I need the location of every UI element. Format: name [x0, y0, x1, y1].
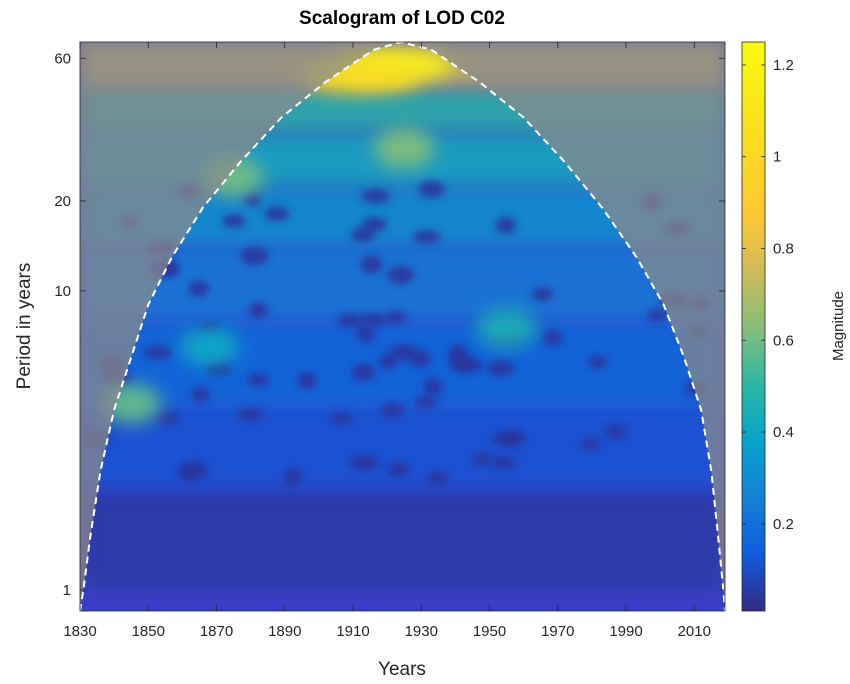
magnitude-minimum [188, 280, 210, 297]
colorbar-ticks: 0.2 0.4 0.6 0.8 1 1.2 [742, 57, 794, 533]
magnitude-minimum [418, 180, 445, 198]
x-tick-label: 1990 [609, 623, 642, 640]
magnitude-minimum [412, 230, 441, 244]
x-tick-label: 1850 [132, 623, 165, 640]
magnitude-minimum [143, 345, 173, 360]
x-tick-label: 1930 [405, 623, 438, 640]
chart-title: Scalogram of LOD C02 [299, 8, 505, 29]
magnitude-minimum [361, 217, 387, 232]
magnitude-minimum [359, 313, 389, 327]
x-tick-label: 1970 [541, 623, 574, 640]
y-tick-label: 10 [54, 283, 71, 300]
magnitude-minimum [491, 432, 519, 446]
colorbar-tick-label: 0.4 [773, 424, 794, 441]
magnitude-minimum [156, 412, 180, 425]
magnitude-feature [179, 326, 240, 367]
magnitude-minimum [179, 468, 199, 481]
magnitude-minimum [222, 214, 246, 228]
y-tick-label: 60 [54, 50, 71, 67]
colorbar: 0.2 0.4 0.6 0.8 1 1.2 Magnitude [741, 41, 847, 612]
magnitude-feature [476, 308, 537, 349]
magnitude-band [80, 487, 725, 590]
x-tick-label: 1830 [63, 623, 96, 640]
magnitude-minimum [471, 453, 494, 466]
magnitude-minimum [426, 470, 449, 486]
y-tick-label: 20 [54, 193, 71, 210]
magnitude-minimum [387, 462, 410, 478]
colorbar-tick-label: 0.2 [773, 516, 794, 533]
x-tick-label: 1910 [336, 623, 369, 640]
magnitude-minimum [191, 386, 210, 403]
magnitude-minimum [492, 455, 517, 470]
magnitude-band [80, 319, 725, 410]
magnitude-minimum [542, 330, 563, 347]
y-tick-label: 1 [63, 582, 71, 599]
x-tick-label: 1950 [473, 623, 506, 640]
magnitude-minimum [360, 255, 383, 274]
magnitude-minimum [487, 359, 515, 377]
magnitude-minimum [264, 206, 290, 222]
outside-cone-shading [80, 42, 725, 611]
colorbar-tick-label: 0.6 [773, 332, 794, 349]
outside-cone-region [80, 42, 725, 611]
x-tick-label: 1870 [200, 623, 233, 640]
y-axis-ticks: 1 10 20 60 [54, 50, 725, 599]
magnitude-minimum [351, 363, 376, 382]
y-axis-label: Period in years [14, 263, 35, 390]
colorbar-tick-label: 0.8 [773, 240, 794, 257]
magnitude-minimum [297, 371, 317, 390]
plot-frame [79, 41, 726, 612]
magnitude-minimum [248, 302, 269, 319]
magnitude-minimum [579, 438, 600, 451]
magnitude-minimum [247, 373, 270, 387]
magnitude-minimum [337, 313, 364, 328]
magnitude-feature [374, 128, 435, 169]
magnitude-minimum [448, 344, 468, 363]
magnitude-minimum [356, 325, 376, 343]
magnitude-minimum [386, 310, 407, 325]
magnitude-minimum [647, 308, 667, 322]
magnitude-minimum [588, 355, 608, 369]
magnitude-minimum [349, 455, 379, 471]
colorbar-tick-label: 1 [773, 149, 781, 166]
magnitude-minimum [422, 378, 443, 395]
x-tick-label: 2010 [678, 623, 711, 640]
magnitude-minimum [531, 287, 554, 302]
colorbar-tick-label: 1.2 [773, 57, 794, 74]
magnitude-minimum [604, 424, 627, 440]
magnitude-minimum [236, 408, 264, 421]
magnitude-minimum [240, 247, 269, 265]
magnitude-minimum [415, 395, 438, 409]
colorbar-gradient [741, 41, 766, 612]
x-tick-label: 1890 [268, 623, 301, 640]
magnitude-minimum [361, 188, 390, 204]
magnitude-minimum [381, 402, 405, 418]
magnitude-minimum [283, 468, 303, 486]
x-axis-label: Years [378, 659, 426, 680]
magnitude-minimum [389, 344, 419, 361]
magnitude-minimum [495, 216, 517, 234]
colorbar-label: Magnitude [830, 291, 847, 361]
plot-area [80, 42, 725, 611]
magnitude-minimum [387, 266, 415, 284]
x-axis-ticks: 1830 1850 1870 1890 1910 1930 1950 1970 1990 2010 [63, 42, 711, 640]
magnitude-minimum [242, 192, 262, 207]
magnitude-minimum [329, 412, 353, 425]
